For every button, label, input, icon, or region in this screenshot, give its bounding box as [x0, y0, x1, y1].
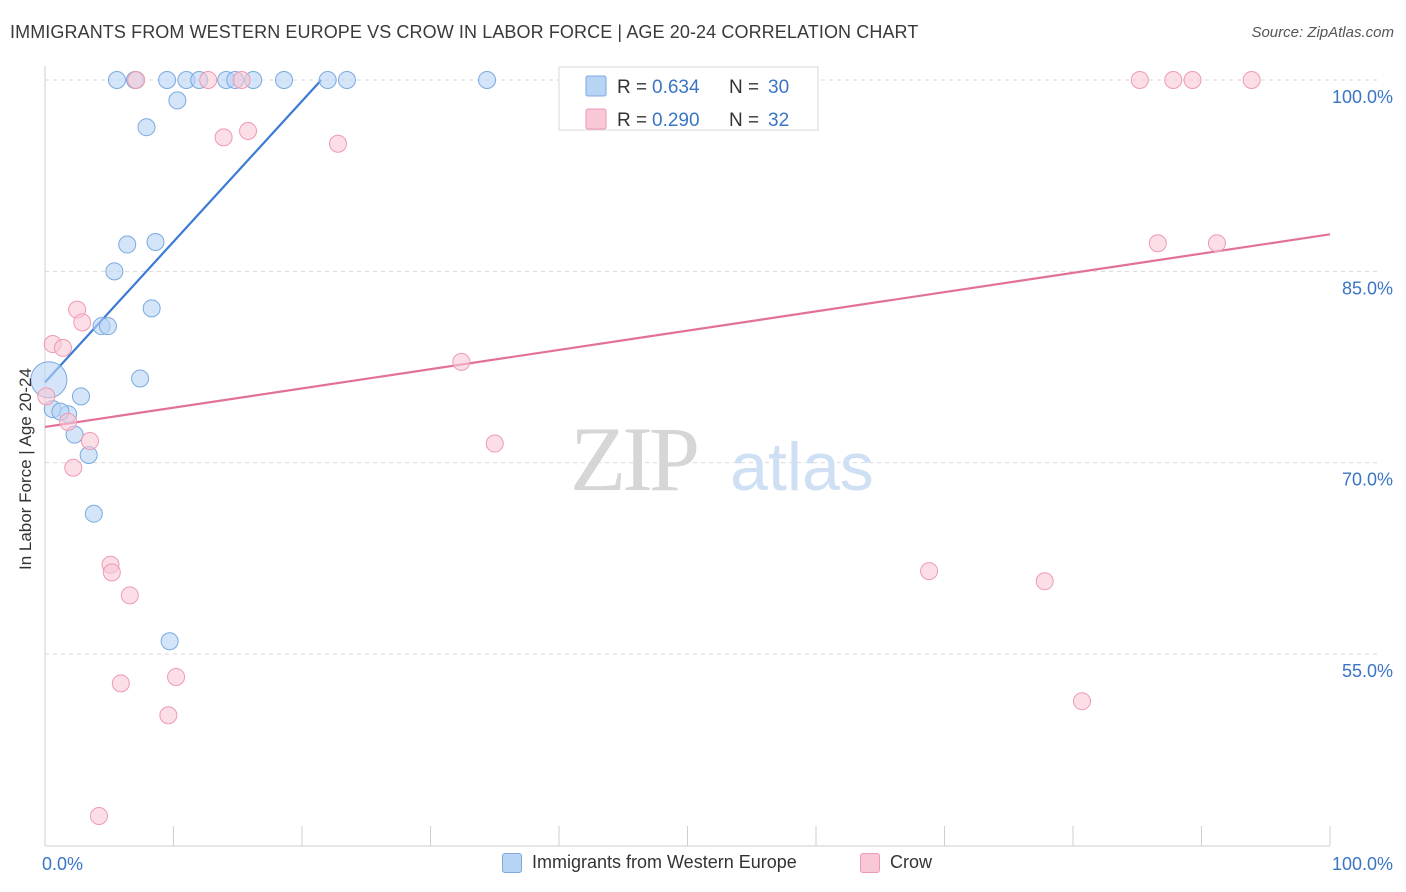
y-tick-label-3: 100.0%: [1332, 87, 1393, 107]
point-blue-29: [478, 71, 497, 89]
point-pink-28: [1164, 71, 1183, 89]
y-tick-label-1: 70.0%: [1342, 470, 1393, 490]
legend-item-crow[interactable]: Crow: [860, 852, 932, 873]
legend-stats: R = 0.634 N = 30 R = 0.290 N = 32: [558, 66, 819, 131]
point-pink-21: [452, 352, 471, 371]
point-pink-11: [111, 674, 130, 693]
point-pink-31: [1242, 71, 1261, 89]
y-axis-label: In Labor Force | Age 20-24: [16, 368, 35, 570]
point-blue-27: [318, 71, 337, 89]
point-pink-23: [920, 562, 939, 581]
point-pink-13: [127, 71, 146, 89]
legend-swatch-blue: [502, 852, 522, 873]
legend-r-label-0: R =: [617, 77, 647, 98]
trendlines: [44, 79, 1331, 429]
legend-n-value-1: 32: [768, 110, 789, 131]
axes: [44, 66, 1331, 847]
legend-label-crow: Crow: [890, 852, 933, 872]
source-credit: Source: ZipAtlas.com: [1251, 24, 1394, 41]
legend-r-value-1: 0.290: [652, 110, 700, 131]
point-pink-15: [167, 667, 186, 686]
point-pink-10: [102, 563, 121, 582]
point-blue-20: [158, 71, 177, 89]
trendline-pink: [44, 233, 1331, 429]
y-tick-label-2: 85.0%: [1342, 278, 1393, 298]
chart-title: IMMIGRANTS FROM WESTERN EUROPE VS CROW I…: [10, 22, 919, 42]
legend-item-western-europe[interactable]: Immigrants from Western Europe: [502, 852, 797, 873]
point-pink-24: [1035, 572, 1054, 591]
point-pink-12: [120, 586, 139, 605]
legend-swatch-1: [585, 108, 607, 130]
point-pink-8: [89, 806, 108, 825]
point-blue-10: [105, 262, 124, 281]
trendline-blue: [44, 79, 323, 384]
grid-lines: [45, 79, 1380, 655]
point-pink-7: [80, 431, 99, 450]
point-blue-26: [275, 71, 294, 89]
point-blue-13: [137, 118, 156, 137]
point-pink-26: [1130, 71, 1149, 89]
point-blue-5: [71, 387, 90, 406]
point-blue-7: [84, 504, 103, 523]
point-blue-12: [131, 369, 150, 388]
point-blue-17: [168, 91, 187, 110]
legend-n-label-0: N =: [729, 77, 759, 98]
tick-labels: 55.0% 70.0% 85.0% 100.0% 0.0% 100.0%: [42, 87, 1393, 874]
point-pink-16: [199, 71, 218, 89]
point-pink-22: [485, 434, 504, 453]
point-pink-19: [239, 122, 258, 141]
point-blue-11: [118, 235, 137, 254]
legend-swatch-pink: [860, 852, 880, 873]
point-pink-0: [37, 387, 56, 406]
legend-bottom: Immigrants from Western Europe Crow: [0, 850, 1406, 880]
watermark-zip: ZIP: [570, 408, 697, 510]
point-pink-18: [232, 71, 251, 89]
point-blue-9: [98, 317, 117, 336]
point-pink-29: [1183, 71, 1202, 89]
point-pink-6: [73, 313, 92, 332]
watermark: ZIP atlas: [570, 408, 874, 510]
x-tick-label-1: 100.0%: [1332, 854, 1393, 874]
legend-r-value-0: 0.634: [652, 77, 700, 98]
point-blue-14: [142, 299, 161, 318]
legend-r-label-1: R =: [617, 110, 647, 131]
point-pink-17: [214, 128, 233, 147]
point-pink-4: [64, 458, 83, 477]
watermark-atlas: atlas: [730, 429, 874, 505]
legend-n-label-1: N =: [729, 110, 759, 131]
point-blue-28: [337, 71, 356, 89]
point-pink-25: [1072, 692, 1091, 711]
point-blue-15: [146, 232, 165, 251]
point-blue-18: [107, 71, 126, 89]
data-points: [30, 71, 1261, 825]
point-pink-27: [1148, 234, 1167, 253]
point-pink-3: [59, 412, 78, 431]
legend-label-western-europe: Immigrants from Western Europe: [532, 852, 797, 872]
point-pink-14: [159, 706, 178, 725]
y-tick-label-0: 55.0%: [1342, 661, 1393, 681]
point-pink-2: [53, 338, 72, 357]
point-blue-16: [160, 632, 179, 651]
point-pink-30: [1207, 234, 1226, 253]
point-pink-20: [328, 134, 347, 153]
x-tick-label-0: 0.0%: [42, 854, 83, 874]
legend-n-value-0: 30: [768, 77, 789, 98]
legend-swatch-0: [585, 75, 607, 97]
